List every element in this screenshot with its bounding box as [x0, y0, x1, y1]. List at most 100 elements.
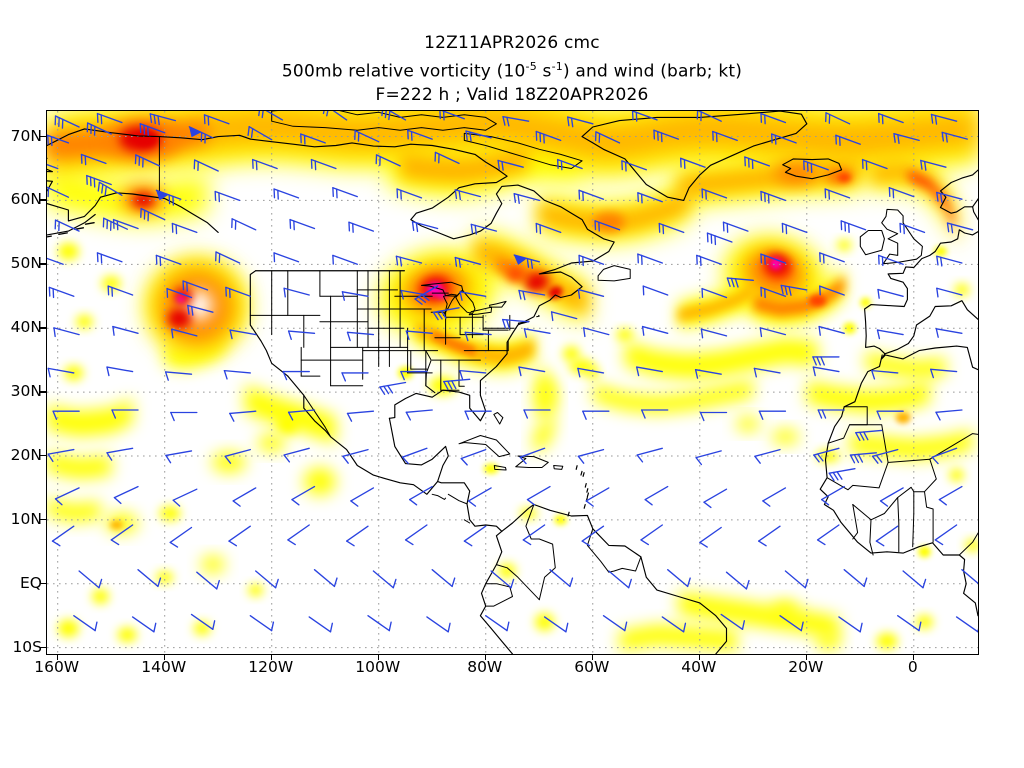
wind-barb [354, 130, 380, 143]
wind-barb [86, 174, 112, 188]
wind-barb [171, 328, 198, 339]
wind-barb [661, 616, 687, 633]
wind-barb [411, 221, 439, 233]
wind-barb [332, 254, 358, 265]
wind-barb [519, 447, 546, 465]
wind-barb [513, 192, 540, 204]
wind-barb [463, 525, 487, 547]
wind-barb [938, 485, 963, 506]
wind-barb [502, 116, 530, 127]
wind-barb [224, 448, 251, 464]
wind-barb [73, 615, 98, 632]
wind-barb [861, 158, 888, 171]
wind-barb [653, 129, 680, 143]
wind-barb [289, 218, 316, 231]
wind-barb [131, 616, 157, 633]
wind-barb [722, 221, 749, 233]
wind-barb [637, 192, 663, 204]
wind-barb [490, 570, 515, 589]
wind-barb [744, 156, 770, 170]
wind-barb [405, 409, 433, 421]
wind-barb [396, 188, 423, 200]
wind-barb [166, 287, 193, 299]
wind-barb [899, 222, 926, 235]
wind-barb [567, 116, 594, 128]
wind-barb [247, 126, 273, 141]
wind-barb [581, 525, 605, 547]
wind-barb [465, 130, 492, 142]
wind-barb [223, 369, 251, 380]
wind-barb [78, 570, 103, 589]
wind-barb [96, 112, 123, 125]
wind-barb [407, 129, 433, 141]
title-exponent-minus5: -5 [525, 60, 537, 73]
wind-barb [249, 615, 275, 632]
wind-barb [706, 232, 733, 246]
wind-barb [760, 190, 787, 204]
wind-barb [920, 159, 947, 171]
wind-barb [47, 254, 64, 265]
wind-barb [696, 254, 722, 267]
wind-barb [137, 569, 162, 588]
wind-barb [725, 571, 750, 590]
wind-barb [513, 254, 540, 269]
coastline-layer [47, 111, 978, 654]
wind-barb [522, 524, 546, 546]
wind-barb [170, 411, 198, 422]
wind-barb [726, 277, 754, 288]
wind-barb [107, 285, 134, 297]
wind-barb [946, 222, 974, 234]
wind-barb [443, 378, 471, 390]
wind-barb [879, 487, 904, 507]
wind-barb [694, 369, 722, 379]
wind-barb [518, 366, 546, 377]
wind-barb [232, 487, 257, 507]
wind-barb [346, 331, 375, 342]
wind-barb [47, 448, 75, 463]
wind-barb [876, 329, 904, 340]
wind-barb [460, 448, 487, 466]
wind-barb [381, 111, 407, 121]
wind-barb [454, 189, 482, 201]
wind-barb [840, 220, 867, 233]
x-axis-label-140w: 140W [141, 658, 187, 676]
wind-barb [779, 615, 804, 632]
wind-barb [636, 447, 663, 463]
wind-barb [322, 111, 348, 121]
title-variable-post: ) and wind (barb; kt) [562, 61, 743, 82]
wind-barb [54, 115, 80, 129]
wind-barb [140, 207, 166, 222]
title-line-variable: 500mb relative vorticity (10-5 s-1) and … [0, 55, 1024, 84]
wind-barb [502, 318, 530, 329]
y-axis-label-eq: EQ [20, 573, 42, 592]
wind-barb [187, 304, 214, 316]
wind-barb [228, 525, 251, 547]
wind-barb [754, 448, 781, 464]
wind-barb [760, 286, 787, 299]
wind-barb [464, 331, 492, 342]
wind-barb [577, 448, 605, 464]
wind-barb [556, 158, 583, 171]
wind-barb [518, 289, 546, 301]
wind-barb [644, 485, 669, 506]
wind-barb [287, 330, 316, 340]
wind-barb [409, 485, 433, 506]
wind-barb [273, 252, 300, 263]
wind-barb [642, 285, 669, 296]
wind-barb [696, 111, 722, 122]
wind-barb [190, 613, 216, 630]
wind-barb [434, 151, 460, 165]
wind-barb [283, 287, 310, 298]
wind-barb [310, 158, 337, 171]
wind-barb [695, 450, 722, 466]
y-axis-label-50n: 50N [10, 254, 42, 273]
title-exponent-minus1: -1 [551, 60, 563, 73]
wind-barb [182, 280, 209, 292]
wind-barb [550, 311, 578, 322]
wind-barb [106, 447, 134, 461]
wind-barb [470, 223, 498, 235]
wind-barb [762, 487, 787, 507]
wind-barb [47, 133, 70, 147]
wind-barb [346, 410, 375, 422]
wind-barb [341, 291, 369, 301]
